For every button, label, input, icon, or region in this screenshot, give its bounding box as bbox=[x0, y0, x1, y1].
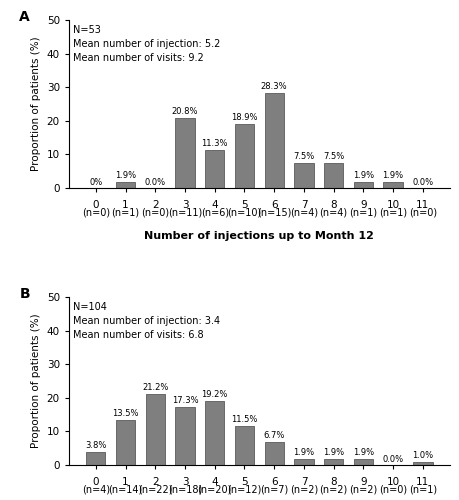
Text: 0.0%: 0.0% bbox=[412, 178, 433, 187]
Text: 8: 8 bbox=[330, 200, 337, 209]
Text: 4: 4 bbox=[212, 200, 218, 209]
Text: 19.2%: 19.2% bbox=[202, 390, 228, 398]
Text: 1: 1 bbox=[122, 477, 129, 487]
Text: 20.8%: 20.8% bbox=[172, 107, 198, 116]
Text: (n=2): (n=2) bbox=[290, 484, 318, 494]
Text: (n=20): (n=20) bbox=[197, 484, 232, 494]
Bar bbox=[116, 182, 135, 188]
Text: 3: 3 bbox=[182, 477, 188, 487]
Text: B: B bbox=[19, 287, 30, 301]
Text: 1: 1 bbox=[122, 200, 129, 209]
Text: (n=12): (n=12) bbox=[227, 484, 262, 494]
Text: (n=0): (n=0) bbox=[409, 208, 437, 218]
Text: 0%: 0% bbox=[89, 178, 102, 187]
Bar bbox=[146, 394, 165, 465]
Text: 1.9%: 1.9% bbox=[382, 170, 403, 179]
Text: 13.5%: 13.5% bbox=[112, 408, 139, 418]
Text: 1.9%: 1.9% bbox=[353, 170, 374, 179]
Text: 21.2%: 21.2% bbox=[142, 383, 168, 392]
Text: N=104
Mean number of injection: 3.4
Mean number of visits: 6.8: N=104 Mean number of injection: 3.4 Mean… bbox=[73, 302, 220, 340]
Text: 3: 3 bbox=[182, 200, 188, 209]
Text: (n=1): (n=1) bbox=[409, 484, 437, 494]
Text: 11: 11 bbox=[416, 477, 430, 487]
Text: 4: 4 bbox=[212, 477, 218, 487]
Text: 7: 7 bbox=[301, 477, 307, 487]
Text: 0.0%: 0.0% bbox=[145, 178, 166, 187]
Y-axis label: Proportion of patients (%): Proportion of patients (%) bbox=[31, 314, 41, 448]
Text: 0.0%: 0.0% bbox=[382, 455, 403, 464]
Text: 6: 6 bbox=[271, 477, 278, 487]
Y-axis label: Proportion of patients (%): Proportion of patients (%) bbox=[31, 36, 41, 172]
Bar bbox=[235, 124, 254, 188]
Text: 11.5%: 11.5% bbox=[231, 416, 257, 424]
Text: (n=1): (n=1) bbox=[112, 208, 140, 218]
Bar bbox=[205, 400, 224, 465]
Bar bbox=[264, 93, 284, 188]
Text: (n=4): (n=4) bbox=[319, 208, 348, 218]
Text: 5: 5 bbox=[241, 200, 248, 209]
Text: 2: 2 bbox=[152, 200, 159, 209]
Bar bbox=[175, 407, 195, 465]
Text: 11.3%: 11.3% bbox=[202, 139, 228, 148]
Text: 0: 0 bbox=[93, 477, 99, 487]
Text: 7: 7 bbox=[301, 200, 307, 209]
Text: 3.8%: 3.8% bbox=[85, 441, 106, 450]
X-axis label: Number of injections up to Month 12: Number of injections up to Month 12 bbox=[145, 231, 374, 241]
Text: N=53
Mean number of injection: 5.2
Mean number of visits: 9.2: N=53 Mean number of injection: 5.2 Mean … bbox=[73, 25, 220, 63]
Text: 1.9%: 1.9% bbox=[293, 448, 314, 456]
Text: (n=4): (n=4) bbox=[82, 484, 110, 494]
Text: 7.5%: 7.5% bbox=[293, 152, 314, 160]
Text: 28.3%: 28.3% bbox=[261, 82, 287, 91]
Text: 18.9%: 18.9% bbox=[231, 114, 257, 122]
Text: 10: 10 bbox=[386, 200, 400, 209]
Text: 1.0%: 1.0% bbox=[412, 450, 433, 460]
Text: (n=7): (n=7) bbox=[260, 484, 288, 494]
Text: (n=0): (n=0) bbox=[379, 484, 407, 494]
Bar bbox=[175, 118, 195, 188]
Bar bbox=[264, 442, 284, 465]
Text: 0: 0 bbox=[93, 200, 99, 209]
Bar bbox=[324, 162, 343, 188]
Text: A: A bbox=[19, 10, 30, 24]
Text: (n=4): (n=4) bbox=[290, 208, 318, 218]
Text: 11: 11 bbox=[416, 200, 430, 209]
Text: 1.9%: 1.9% bbox=[115, 170, 136, 179]
Text: (n=22): (n=22) bbox=[138, 484, 173, 494]
Text: (n=1): (n=1) bbox=[379, 208, 407, 218]
Text: 10: 10 bbox=[386, 477, 400, 487]
Text: (n=10): (n=10) bbox=[227, 208, 262, 218]
Text: (n=15): (n=15) bbox=[257, 208, 291, 218]
Bar bbox=[354, 182, 373, 188]
Text: 6: 6 bbox=[271, 200, 278, 209]
Text: (n=2): (n=2) bbox=[319, 484, 348, 494]
Text: (n=0): (n=0) bbox=[141, 208, 169, 218]
Text: (n=1): (n=1) bbox=[349, 208, 377, 218]
Bar bbox=[235, 426, 254, 465]
Text: 6.7%: 6.7% bbox=[263, 432, 285, 440]
Bar bbox=[294, 162, 313, 188]
Bar bbox=[383, 182, 403, 188]
Text: (n=6): (n=6) bbox=[201, 208, 229, 218]
Text: (n=14): (n=14) bbox=[108, 484, 143, 494]
Bar bbox=[116, 420, 135, 465]
Text: 9: 9 bbox=[360, 200, 367, 209]
Bar bbox=[413, 462, 432, 465]
Text: 1.9%: 1.9% bbox=[323, 448, 344, 456]
Bar bbox=[294, 458, 313, 465]
Text: 8: 8 bbox=[330, 477, 337, 487]
Text: (n=0): (n=0) bbox=[82, 208, 110, 218]
Text: 17.3%: 17.3% bbox=[172, 396, 198, 405]
Text: (n=11): (n=11) bbox=[168, 208, 202, 218]
Text: (n=18): (n=18) bbox=[168, 484, 202, 494]
Text: (n=2): (n=2) bbox=[349, 484, 377, 494]
Text: 7.5%: 7.5% bbox=[323, 152, 344, 160]
Text: 9: 9 bbox=[360, 477, 367, 487]
Bar bbox=[354, 458, 373, 465]
Text: 2: 2 bbox=[152, 477, 159, 487]
Bar bbox=[86, 452, 106, 465]
Text: 1.9%: 1.9% bbox=[353, 448, 374, 456]
Bar bbox=[324, 458, 343, 465]
Bar bbox=[205, 150, 224, 188]
Text: 5: 5 bbox=[241, 477, 248, 487]
